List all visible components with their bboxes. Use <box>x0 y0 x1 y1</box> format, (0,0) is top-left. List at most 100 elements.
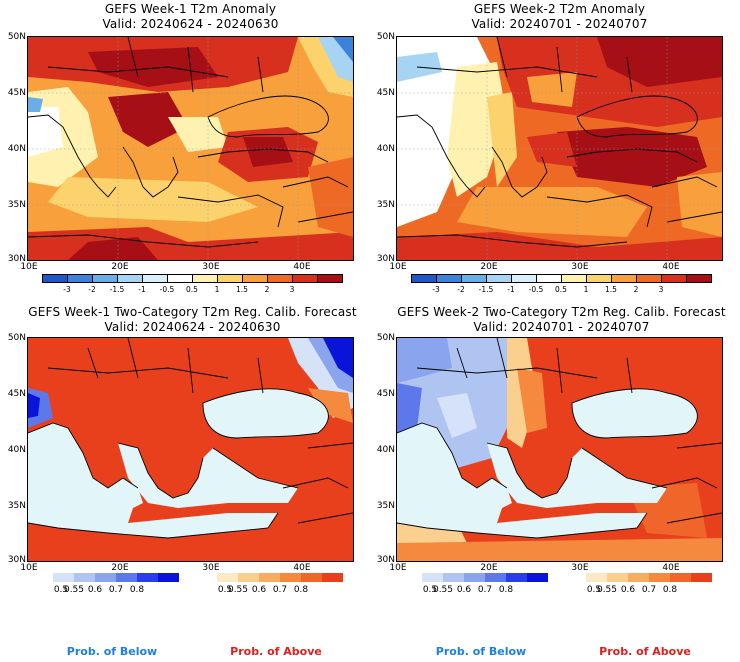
colorbar-tick-label: 0.5 <box>53 585 69 595</box>
anomaly-map-week1 <box>27 36 354 261</box>
colorbar-swatch <box>192 274 218 283</box>
lon-label: 40E <box>662 563 680 573</box>
lon-label: 30E <box>571 262 589 272</box>
panel-valid-dates: Valid: 20240701 - 20240707 <box>471 17 648 31</box>
colorbar-swatch <box>137 573 158 582</box>
colorbar-swatch <box>116 573 137 582</box>
lat-label: 35N <box>7 501 26 511</box>
colorbar-tick-label: 3 <box>658 285 664 294</box>
colorbar-swatch <box>486 274 512 283</box>
lon-label: 10E <box>20 563 38 573</box>
colorbar-swatch <box>536 274 562 283</box>
lat-label: 45N <box>376 389 395 399</box>
lat-label: 30N <box>7 254 26 264</box>
lat-label: 35N <box>376 200 395 210</box>
colorbar-swatch <box>636 274 662 283</box>
colorbar-swatch <box>461 274 487 283</box>
colorbar-tick-label: 0.7 <box>477 585 493 595</box>
colorbar-swatch <box>691 573 712 582</box>
colorbar-swatch <box>661 274 687 283</box>
colorbar-swatch <box>67 274 93 283</box>
panel-valid-dates: Valid: 20240624 - 20240630 <box>104 320 281 334</box>
panel-valid-dates: Valid: 20240701 - 20240707 <box>473 320 650 334</box>
lat-label: 35N <box>7 200 26 210</box>
colorbar-swatch <box>511 274 537 283</box>
colorbar-tick-label: -1 <box>507 285 515 294</box>
colorbar-swatch <box>267 274 293 283</box>
lon-label: 40E <box>293 563 311 573</box>
panel-valid-dates: Valid: 20240624 - 20240630 <box>102 17 279 31</box>
colorbar-tick-label: 0.6 <box>620 585 636 595</box>
probability-map-week1 <box>27 337 354 562</box>
lat-label: 50N <box>7 333 26 343</box>
colorbar-tick-label: 1.5 <box>605 285 617 294</box>
lon-label: 20E <box>111 262 129 272</box>
panel-title: GEFS Week-1 Two-Category T2m Reg. Calib.… <box>28 305 357 319</box>
lon-label: 10E <box>389 563 407 573</box>
colorbar-swatch <box>292 274 318 283</box>
colorbar-swatch <box>561 274 587 283</box>
colorbar-tick-label: 0.55 <box>227 585 249 595</box>
colorbar-swatch <box>217 274 243 283</box>
colorbar-swatch <box>42 274 68 283</box>
lat-label: 30N <box>376 254 395 264</box>
prob-below-label: Prob. of Below <box>66 645 158 658</box>
colorbar-tick-label: 3 <box>289 285 295 294</box>
colorbar-tick-label: 0.55 <box>432 585 454 595</box>
colorbar-tick-label: 2 <box>633 285 639 294</box>
colorbar-tick-label: 0.55 <box>596 585 618 595</box>
lat-label: 50N <box>376 333 395 343</box>
colorbar-tick-label: -0.5 <box>159 285 175 294</box>
lon-label: 20E <box>111 563 129 573</box>
colorbar-tick-label: -1.5 <box>109 285 125 294</box>
colorbar-tick-label: 0.6 <box>251 585 267 595</box>
colorbar-tick-label: 0.8 <box>129 585 145 595</box>
colorbar-tick-label: 1 <box>214 285 220 294</box>
colorbar-swatch <box>238 573 259 582</box>
colorbar-swatch <box>586 573 607 582</box>
lat-label: 35N <box>376 501 395 511</box>
lat-label: 45N <box>376 88 395 98</box>
anomaly-map-week2 <box>396 36 723 261</box>
lon-label: 20E <box>480 262 498 272</box>
colorbar-swatch <box>527 573 548 582</box>
colorbar-tick-label: 0.8 <box>498 585 514 595</box>
colorbar-swatch <box>686 274 712 283</box>
colorbar-swatch <box>607 573 628 582</box>
colorbar-tick-label: 0.55 <box>63 585 85 595</box>
colorbar-swatch <box>242 274 268 283</box>
colorbar-swatch <box>611 274 637 283</box>
colorbar-swatch <box>301 573 322 582</box>
colorbar-swatch <box>411 274 437 283</box>
colorbar-swatch <box>322 573 343 582</box>
colorbar-tick-label: 0.5 <box>217 585 233 595</box>
lon-label: 10E <box>389 262 407 272</box>
lon-label: 30E <box>571 563 589 573</box>
colorbar-swatch <box>92 274 118 283</box>
colorbar-swatch <box>506 573 527 582</box>
panel-title: GEFS Week-2 T2m Anomaly <box>473 2 646 16</box>
lon-label: 40E <box>293 262 311 272</box>
colorbar-swatch <box>142 274 168 283</box>
colorbar-tick-label: 0.5 <box>186 285 198 294</box>
lat-label: 50N <box>376 32 395 42</box>
colorbar-swatch <box>158 573 179 582</box>
lon-label: 30E <box>202 262 220 272</box>
colorbar-swatch <box>443 573 464 582</box>
lat-label: 45N <box>7 389 26 399</box>
colorbar-tick-label: 0.7 <box>641 585 657 595</box>
colorbar-swatch <box>74 573 95 582</box>
lat-label: 40N <box>7 144 26 154</box>
colorbar-swatch <box>436 274 462 283</box>
colorbar-tick-label: 0.8 <box>293 585 309 595</box>
lon-label: 30E <box>202 563 220 573</box>
colorbar-swatch <box>95 573 116 582</box>
colorbar-swatch <box>485 573 506 582</box>
lat-label: 40N <box>7 445 26 455</box>
colorbar-tick-label: -3 <box>432 285 440 294</box>
colorbar-tick-label: 0.6 <box>456 585 472 595</box>
colorbar-swatch <box>317 274 343 283</box>
colorbar-swatch <box>670 573 691 582</box>
lat-label: 45N <box>7 88 26 98</box>
colorbar-swatch <box>464 573 485 582</box>
